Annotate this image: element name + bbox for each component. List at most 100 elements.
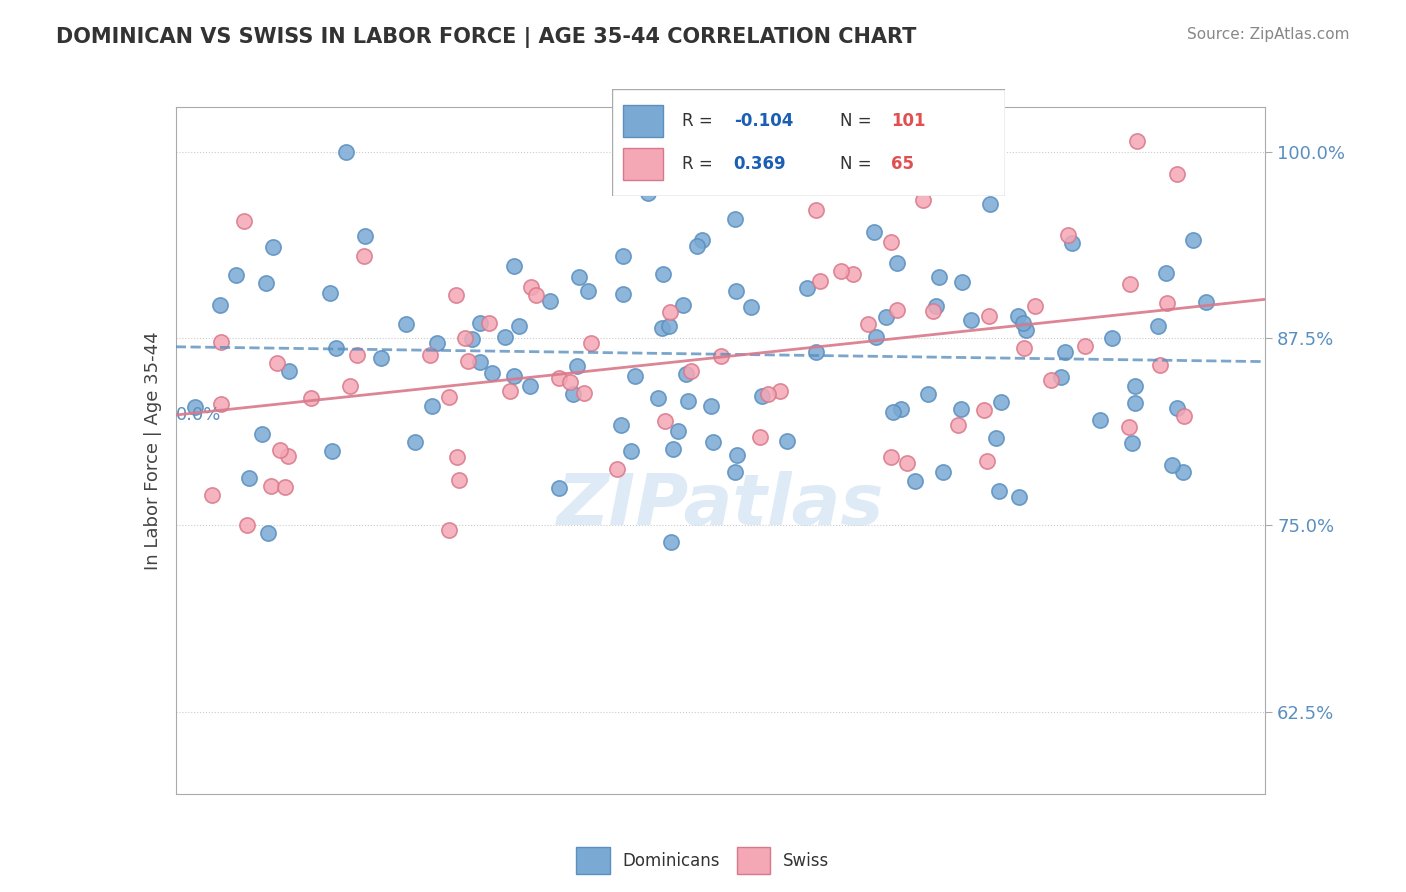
Point xyxy=(810,274,832,288)
Point xyxy=(184,400,207,414)
Point xyxy=(454,331,477,345)
Text: N =: N = xyxy=(839,112,877,130)
Point xyxy=(654,414,676,428)
Point xyxy=(672,298,695,312)
Point xyxy=(976,454,998,468)
Point xyxy=(1050,370,1073,384)
Point xyxy=(236,517,259,532)
Point xyxy=(651,268,673,282)
Point xyxy=(659,534,682,549)
Point xyxy=(499,384,522,399)
Point xyxy=(702,434,724,449)
Point xyxy=(370,351,392,365)
Point xyxy=(950,402,973,417)
Text: ZIPatlas: ZIPatlas xyxy=(557,471,884,540)
Point xyxy=(567,359,589,374)
Point xyxy=(1101,331,1123,345)
Point xyxy=(1149,358,1171,372)
Point xyxy=(740,300,762,314)
Text: -0.104: -0.104 xyxy=(734,112,793,130)
Point xyxy=(346,348,368,362)
Point xyxy=(610,418,633,433)
Point xyxy=(724,284,747,298)
FancyBboxPatch shape xyxy=(612,89,1005,196)
Point xyxy=(804,203,827,218)
Point xyxy=(1062,235,1084,250)
Point xyxy=(676,393,699,408)
Point xyxy=(1195,294,1218,309)
Point xyxy=(277,449,299,463)
Text: N =: N = xyxy=(839,155,877,173)
Point xyxy=(395,317,418,331)
Point xyxy=(439,390,461,404)
Point xyxy=(548,481,571,495)
FancyBboxPatch shape xyxy=(623,105,662,137)
Point xyxy=(675,367,697,381)
Point xyxy=(457,354,479,368)
Point xyxy=(225,268,247,282)
Point xyxy=(470,317,492,331)
Point xyxy=(1147,318,1170,333)
Point xyxy=(354,228,377,243)
Point xyxy=(262,240,284,254)
Point xyxy=(266,356,288,370)
Point xyxy=(446,288,468,302)
Point xyxy=(1154,265,1177,279)
Point xyxy=(468,355,491,369)
Point xyxy=(880,235,903,249)
Text: 101: 101 xyxy=(891,112,925,130)
Point xyxy=(576,284,599,298)
Point xyxy=(932,465,955,479)
Point xyxy=(420,400,443,414)
Point xyxy=(519,379,541,393)
Point xyxy=(1123,379,1146,393)
Point xyxy=(959,313,981,327)
FancyBboxPatch shape xyxy=(737,847,770,874)
Point xyxy=(700,399,723,413)
Point xyxy=(1015,323,1038,337)
Point xyxy=(830,264,852,278)
Point xyxy=(1118,420,1140,434)
Point xyxy=(686,239,709,253)
Point xyxy=(1024,299,1046,313)
Point xyxy=(238,471,260,485)
Point xyxy=(508,318,530,333)
Point xyxy=(658,305,681,319)
Point xyxy=(796,280,818,294)
Point xyxy=(804,344,827,359)
Point xyxy=(748,430,770,444)
Point xyxy=(917,387,939,401)
Point xyxy=(922,304,945,318)
Point xyxy=(863,225,886,239)
Point xyxy=(299,391,322,405)
Text: Source: ZipAtlas.com: Source: ZipAtlas.com xyxy=(1187,27,1350,42)
FancyBboxPatch shape xyxy=(576,847,610,874)
Text: R =: R = xyxy=(682,155,718,173)
Point xyxy=(1166,401,1188,416)
Point xyxy=(681,364,703,378)
Point xyxy=(880,450,903,464)
Point xyxy=(1121,436,1143,450)
Text: Swiss: Swiss xyxy=(783,852,830,870)
Point xyxy=(1011,316,1033,330)
Point xyxy=(1181,233,1204,247)
Point xyxy=(903,474,925,488)
Point xyxy=(548,371,571,385)
Point xyxy=(502,369,524,384)
Point xyxy=(446,450,468,465)
Point xyxy=(882,405,904,419)
Point xyxy=(404,434,426,449)
Point xyxy=(839,145,862,159)
Point xyxy=(579,335,602,350)
Point xyxy=(990,395,1012,409)
Point xyxy=(1171,465,1194,479)
Point xyxy=(208,298,231,312)
Point xyxy=(1173,409,1195,424)
Point xyxy=(724,465,747,479)
Point xyxy=(481,366,503,380)
Text: Dominicans: Dominicans xyxy=(623,852,720,870)
Point xyxy=(524,288,547,302)
Point xyxy=(318,285,340,300)
Point xyxy=(662,442,685,456)
Point xyxy=(269,443,291,458)
